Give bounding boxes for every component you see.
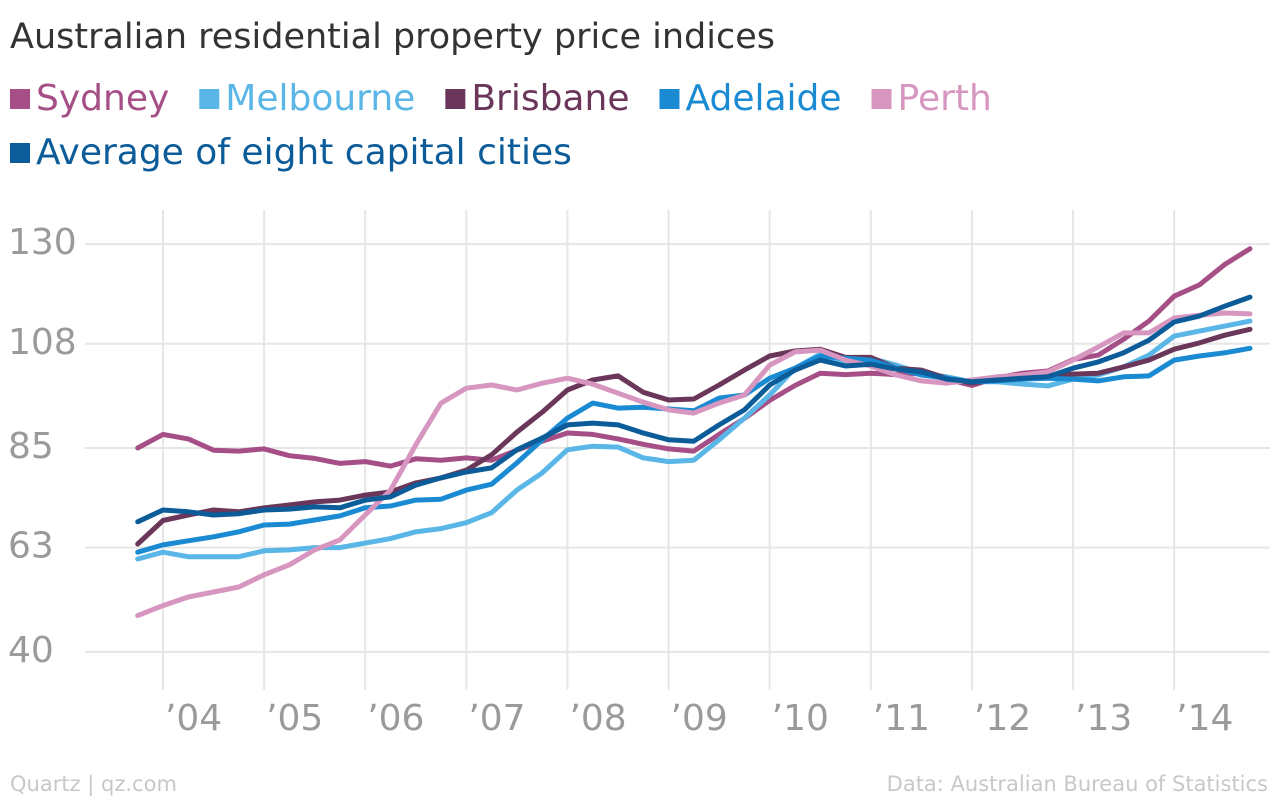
legend-swatch	[199, 89, 220, 109]
legend-label: Brisbane	[471, 78, 629, 119]
x-tick-label: ’10	[772, 698, 829, 739]
x-tick-label: ’05	[266, 698, 323, 739]
legend-item: Brisbane	[445, 78, 629, 119]
x-tick-label: ’07	[468, 698, 525, 739]
legend-swatch	[10, 143, 30, 163]
chart-title: Australian residential property price in…	[10, 17, 775, 57]
series-line	[135, 326, 1253, 547]
legend-label: Melbourne	[225, 78, 415, 119]
series-line	[135, 294, 1253, 525]
legend-item: Sydney	[10, 78, 169, 119]
legend-swatch	[871, 89, 892, 109]
source-left: Quartz | qz.com	[10, 772, 177, 797]
y-tick-label: 63	[8, 526, 54, 567]
y-tick-label: 108	[8, 322, 77, 363]
legend-item: Adelaide	[659, 78, 842, 119]
legend-item: Melbourne	[199, 78, 415, 119]
x-tick-label: ’08	[569, 698, 626, 739]
y-tick-label: 40	[8, 630, 54, 671]
x-tick-label: ’09	[671, 698, 728, 739]
x-tick-label: ’14	[1176, 698, 1233, 739]
x-tick-label: ’13	[1075, 698, 1132, 739]
legend-swatch	[659, 89, 680, 109]
x-tick-label: ’06	[367, 698, 424, 739]
y-tick-label: 130	[8, 222, 77, 263]
x-tick-label: ’11	[873, 698, 930, 739]
legend-label: Average of eight capital cities	[36, 132, 572, 173]
x-tick-label: ’12	[974, 698, 1031, 739]
legend-label: Perth	[898, 78, 992, 119]
legend-swatch	[445, 89, 466, 109]
series-line	[135, 310, 1253, 619]
legend-item: Average of eight capital cities	[10, 132, 572, 173]
x-tick-label: ’04	[165, 698, 222, 739]
y-tick-label: 85	[8, 426, 54, 467]
legend-swatch	[10, 89, 30, 109]
source-right: Data: Australian Bureau of Statistics	[887, 772, 1268, 796]
legend-label: Sydney	[36, 78, 169, 119]
legend-item: Perth	[871, 78, 992, 119]
legend-label: Adelaide	[685, 78, 841, 119]
